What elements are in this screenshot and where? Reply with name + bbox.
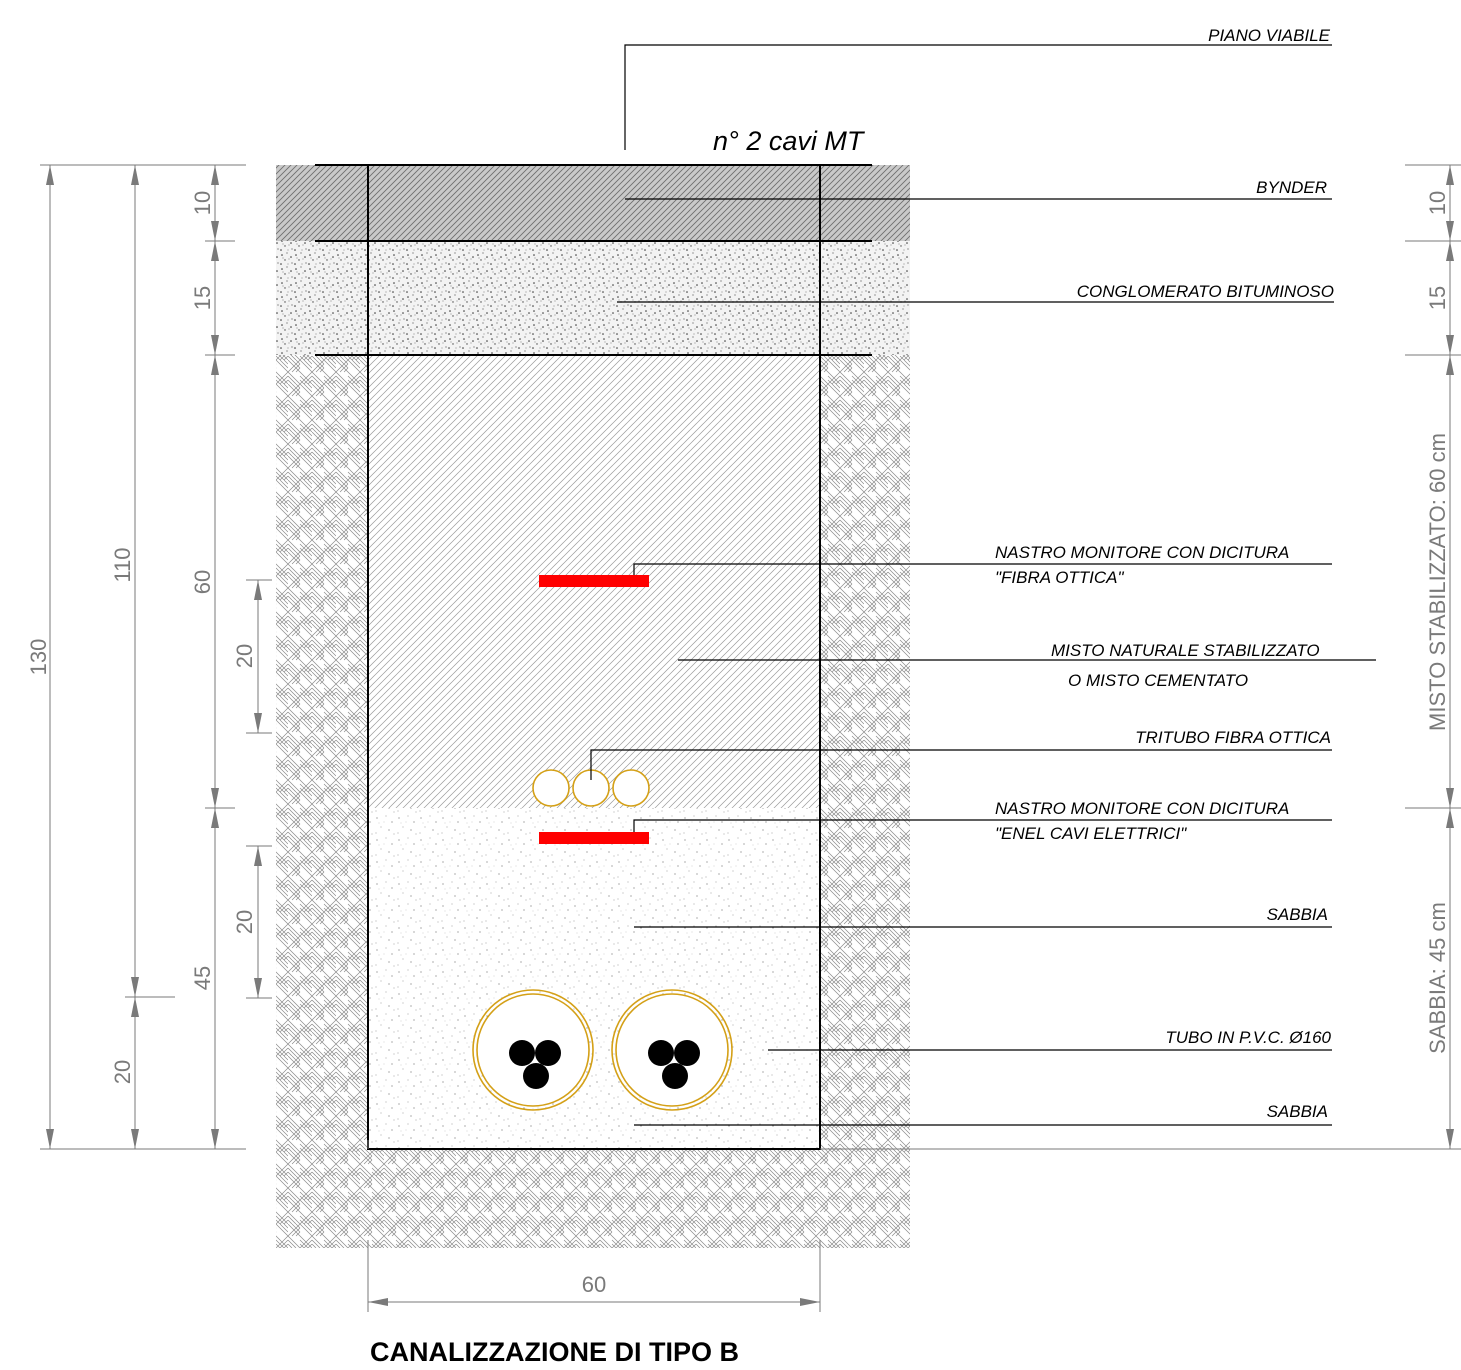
dim-width-60: 60 [582,1272,606,1297]
dim-misto-60: 60 [190,570,215,594]
dim-sabbia-45: 45 [190,966,215,990]
tritubo-duct-1 [532,769,570,807]
leader-piano-viabile [624,44,1332,150]
cable-core [509,1040,535,1066]
drawing-title: CANALIZZAZIONE DI TIPO B [370,1337,739,1367]
dim-right-conglomerato-15: 15 [1425,286,1450,310]
warning-tape-enel [539,832,649,844]
bynder-layer [276,165,910,241]
leader-nastro-enel [633,819,1332,832]
cable-core [523,1063,549,1089]
dimension-arrows-right [1446,165,1454,1149]
dimension-width [367,1140,821,1312]
cable-core [674,1040,700,1066]
dim-110: 110 [110,547,135,582]
dim-total-130: 130 [26,639,51,676]
label-sabbia-upper: SABBIA [1267,905,1328,924]
dim-right-sabbia: SABBIA: 45 cm [1425,902,1450,1054]
dim-right-bynder-10: 10 [1425,191,1450,215]
dim-bynder-10: 10 [190,191,215,215]
label-nastro-fibra-line1: NASTRO MONITORE CON DICITURA [995,543,1289,562]
dim-tape-enel-20: 20 [232,910,257,934]
dimension-arrows-left [46,165,262,1149]
label-nastro-fibra-line2: "FIBRA OTTICA" [995,568,1125,587]
label-tritubo: TRITUBO FIBRA OTTICA [1135,728,1331,747]
label-nastro-enel-line2: "ENEL CAVI ELETTRICI" [995,824,1187,843]
label-misto-line1: MISTO NATURALE STABILIZZATO [1051,641,1320,660]
label-nastro-enel-line1: NASTRO MONITORE CON DICITURA [995,799,1289,818]
tritubo-duct-3 [612,769,650,807]
label-cables-note: n° 2 cavi MT [713,126,866,156]
cable-core [662,1063,688,1089]
pvc-duct-right [611,989,733,1111]
dim-tape-fibra-20: 20 [232,644,257,668]
trench-outline [367,165,821,1150]
conglomerato-layer [276,241,910,355]
leader-tritubo [590,749,1332,780]
cable-core [648,1040,674,1066]
dim-bottom-20: 20 [110,1060,135,1084]
label-conglomerato: CONGLOMERATO BITUMINOSO [1077,282,1334,301]
label-bynder: BYNDER [1256,178,1327,197]
pvc-duct-left [472,989,594,1111]
label-sabbia-lower: SABBIA [1267,1102,1328,1121]
cable-core [535,1040,561,1066]
label-tubo-pvc: TUBO IN P.V.C. Ø160 [1165,1028,1331,1047]
warning-tape-fibra [539,575,649,587]
tritubo-fibra-ottica [532,769,650,807]
sabbia-layer [368,808,820,1149]
dim-right-misto-stabilizzato: MISTO STABILIZZATO: 60 cm [1425,433,1450,731]
dim-conglomerato-15: 15 [190,286,215,310]
dimension-lines-right [820,164,1461,1150]
label-misto-line2: O MISTO CEMENTATO [1068,671,1248,690]
label-piano-viabile: PIANO VIABILE [1208,26,1331,45]
leader-nastro-fibra [633,563,1332,575]
